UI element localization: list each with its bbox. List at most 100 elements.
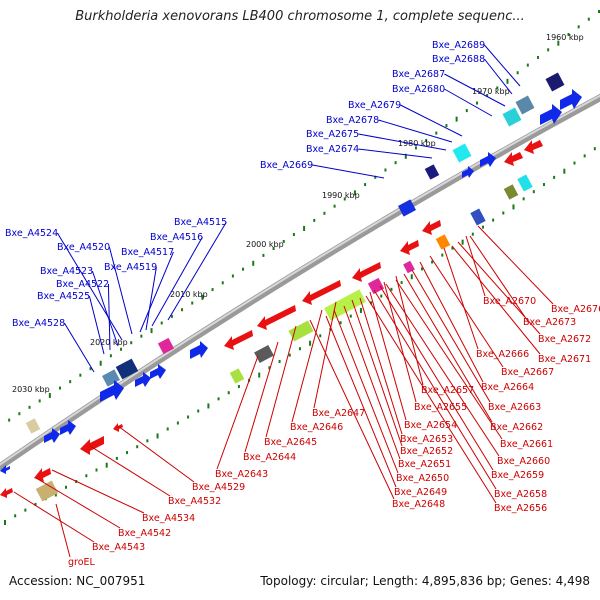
gene-arrow[interactable] — [524, 140, 543, 154]
gene-block[interactable] — [254, 344, 274, 364]
reverse-gene-label[interactable]: Bxe_A4542 — [118, 528, 171, 539]
gene-block[interactable] — [503, 184, 519, 200]
gene-block[interactable] — [470, 208, 486, 226]
forward-gene-label[interactable]: Bxe_A2678 — [326, 115, 379, 126]
gene-block[interactable] — [452, 143, 472, 163]
forward-gene-label[interactable]: Bxe_A4517 — [121, 247, 174, 258]
reverse-gene-label[interactable]: Bxe_A2650 — [396, 473, 449, 484]
gene-block[interactable] — [25, 418, 41, 434]
reverse-gene-label[interactable]: Bxe_A2648 — [392, 499, 445, 510]
genome-summary: Topology: circular; Length: 4,895,836 bp… — [260, 574, 590, 588]
forward-gene-label[interactable]: Bxe_A4516 — [150, 232, 203, 243]
reverse-gene-label[interactable]: Bxe_A2672 — [538, 334, 591, 345]
reverse-gene-label[interactable]: Bxe_A2664 — [481, 382, 534, 393]
reverse-gene-label[interactable]: Bxe_A2654 — [404, 420, 457, 431]
forward-gene-label[interactable]: Bxe_A4523 — [40, 266, 93, 277]
reverse-gene-label[interactable]: Bxe_A2646 — [290, 422, 343, 433]
gene-block[interactable] — [324, 289, 366, 321]
reverse-gene-label[interactable]: Bxe_A2656 — [494, 503, 547, 514]
gene-arrow[interactable] — [34, 468, 51, 482]
gene-arrow[interactable] — [504, 152, 523, 166]
forward-gene-label[interactable]: Bxe_A4520 — [57, 242, 110, 253]
gene-arrow[interactable] — [540, 104, 562, 125]
gene-arrow[interactable] — [150, 364, 166, 379]
forward-gene-label[interactable]: Bxe_A4519 — [104, 262, 157, 273]
reverse-gene-label[interactable]: Bxe_A2673 — [523, 317, 576, 328]
forward-gene-label[interactable]: Bxe_A2688 — [432, 54, 485, 65]
reverse-gene-label[interactable]: Bxe_A2663 — [488, 402, 541, 413]
reverse-gene-label[interactable]: Bxe_A2659 — [491, 470, 544, 481]
reverse-gene-label[interactable]: groEL — [68, 557, 96, 568]
ruler-tick — [242, 267, 245, 271]
reverse-gene-label[interactable]: Bxe_A2660 — [497, 456, 550, 467]
gene-block[interactable] — [502, 107, 522, 127]
reverse-gene-label[interactable]: Bxe_A2657 — [421, 385, 474, 396]
gene-block[interactable] — [115, 358, 139, 380]
reverse-gene-label[interactable]: Bxe_A2655 — [414, 402, 467, 413]
gene-arrow[interactable] — [100, 380, 124, 402]
gene-block[interactable] — [398, 199, 416, 217]
reverse-gene-label[interactable]: Bxe_A2652 — [400, 446, 453, 457]
gene-arrow[interactable] — [0, 465, 10, 474]
forward-gene-label[interactable]: Bxe_A4525 — [37, 291, 90, 302]
gene-arrow[interactable] — [422, 220, 441, 235]
gene-arrow[interactable] — [0, 488, 13, 498]
gene-arrow[interactable] — [113, 423, 123, 432]
gene-arrow[interactable] — [44, 428, 60, 443]
gene-arrow[interactable] — [60, 420, 76, 435]
reverse-gene-label[interactable]: Bxe_A2644 — [243, 452, 296, 463]
reverse-gene-label[interactable]: Bxe_A2649 — [394, 487, 447, 498]
reverse-gene-label[interactable]: Bxe_A2662 — [490, 422, 543, 433]
reverse-gene-label[interactable]: Bxe_A2676 — [551, 304, 600, 315]
reverse-gene-label[interactable]: Bxe_A2671 — [538, 354, 591, 365]
gene-arrow[interactable] — [462, 166, 474, 178]
forward-gene-label[interactable]: Bxe_A4522 — [56, 279, 109, 290]
gene-block[interactable] — [35, 480, 59, 502]
reverse-gene-label[interactable]: Bxe_A2643 — [215, 469, 268, 480]
reverse-gene-label[interactable]: Bxe_A2647 — [312, 408, 365, 419]
gene-block[interactable] — [515, 95, 535, 115]
forward-gene-label[interactable]: Bxe_A2687 — [392, 69, 445, 80]
gene-block[interactable] — [288, 320, 314, 342]
ruler-tick — [48, 392, 51, 398]
gene-block[interactable] — [229, 368, 245, 384]
reverse-gene-label[interactable]: Bxe_A4529 — [192, 482, 245, 493]
forward-gene-label[interactable]: Bxe_A2675 — [306, 129, 359, 140]
gene-arrow[interactable] — [352, 262, 381, 282]
reverse-gene-label[interactable]: Bxe_A2645 — [264, 437, 317, 448]
gene-arrow[interactable] — [135, 372, 151, 387]
gene-arrow[interactable] — [302, 280, 341, 305]
reverse-gene-label[interactable]: Bxe_A2666 — [476, 349, 529, 360]
gene-block[interactable] — [435, 234, 451, 250]
reverse-gene-label[interactable]: Bxe_A2658 — [494, 489, 547, 500]
gene-arrow[interactable] — [480, 152, 496, 167]
gene-arrow[interactable] — [400, 240, 419, 255]
reverse-gene-label[interactable]: Bxe_A4543 — [92, 542, 145, 553]
gene-arrow[interactable] — [190, 341, 208, 359]
reverse-gene-label[interactable]: Bxe_A2651 — [398, 459, 451, 470]
gene-block[interactable] — [424, 164, 440, 180]
forward-gene-label[interactable]: Bxe_A2674 — [306, 144, 359, 155]
forward-gene-label[interactable]: Bxe_A4528 — [12, 318, 65, 329]
forward-gene-label[interactable]: Bxe_A2669 — [260, 160, 313, 171]
reverse-gene-label[interactable]: Bxe_A4532 — [168, 496, 221, 507]
reverse-gene-label[interactable]: Bxe_A2670 — [483, 296, 536, 307]
gene-block[interactable] — [157, 337, 175, 355]
forward-gene-label[interactable]: Bxe_A2679 — [348, 100, 401, 111]
gene-arrow[interactable] — [80, 436, 104, 455]
gene-arrow[interactable] — [560, 89, 582, 110]
reverse-gene-label[interactable]: Bxe_A2661 — [500, 439, 553, 450]
reverse-gene-label[interactable]: Bxe_A2653 — [400, 434, 453, 445]
forward-gene-label[interactable]: Bxe_A2680 — [392, 84, 445, 95]
gene-arrow[interactable] — [224, 330, 253, 350]
forward-gene-label[interactable]: Bxe_A4524 — [5, 228, 58, 239]
forward-gene-label[interactable]: Bxe_A4515 — [174, 217, 227, 228]
gene-block[interactable] — [517, 174, 533, 192]
reverse-gene-label[interactable]: Bxe_A2667 — [501, 367, 554, 378]
reverse-gene-label[interactable]: Bxe_A4534 — [142, 513, 195, 524]
gene-arrow[interactable] — [257, 305, 296, 330]
forward-gene-label[interactable]: Bxe_A2689 — [432, 40, 485, 51]
gene-block[interactable] — [545, 72, 565, 92]
gene-block[interactable] — [367, 277, 385, 295]
